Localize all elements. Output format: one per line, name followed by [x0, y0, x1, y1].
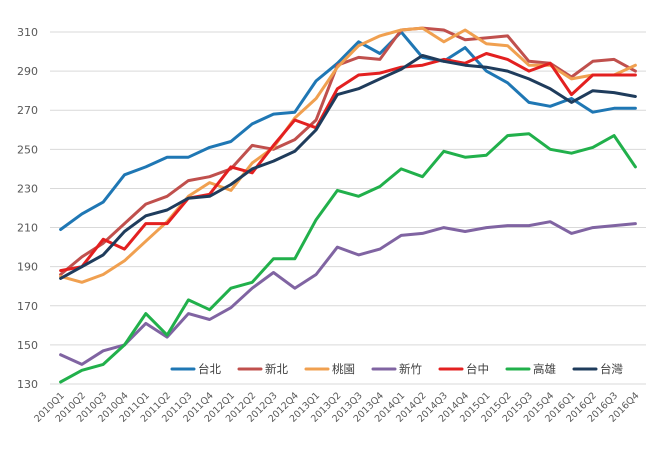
legend-label: 高雄	[533, 362, 556, 376]
y-axis-ticks: 130 150 170 190 210 230 250 270 290 310	[17, 26, 38, 391]
x-axis-ticks: 2010Q12010Q22010Q32010Q42011Q12011Q22011…	[32, 390, 641, 424]
series-layer	[59, 26, 637, 384]
legend-label: 台中	[466, 362, 489, 376]
y-tick-label: 170	[17, 300, 38, 313]
y-tick-label: 210	[17, 222, 38, 235]
y-tick-label: 290	[17, 65, 38, 78]
legend-label: 台北	[198, 362, 221, 376]
y-tick-label: 230	[17, 182, 38, 195]
y-tick-label: 150	[17, 339, 38, 352]
y-tick-label: 250	[17, 143, 38, 156]
series-line-3	[59, 26, 637, 284]
legend-label: 新北	[265, 362, 288, 376]
series-line-5	[59, 52, 637, 273]
y-tick-label: 130	[17, 378, 38, 391]
series-line-6	[59, 132, 637, 384]
y-tick-label: 190	[17, 261, 38, 274]
legend: 台北 新北 桃園 新竹 台中 高雄 台灣	[170, 362, 623, 376]
series-line-4	[59, 220, 637, 366]
y-tick-label: 270	[17, 104, 38, 117]
series-line-7	[59, 54, 637, 280]
grid-layer	[50, 31, 646, 385]
legend-label: 桃園	[332, 362, 355, 376]
y-tick-label: 310	[17, 26, 38, 39]
series-line-1	[59, 30, 637, 231]
legend-label: 台灣	[600, 362, 623, 376]
legend-label: 新竹	[399, 362, 422, 376]
series-line-2	[59, 26, 637, 276]
